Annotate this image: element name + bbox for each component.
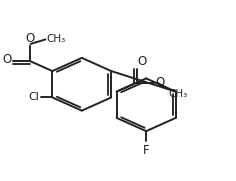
Text: CH₃: CH₃ — [46, 34, 65, 45]
Text: Cl: Cl — [28, 92, 39, 102]
Text: O: O — [138, 55, 147, 68]
Text: O: O — [26, 32, 35, 45]
Text: O: O — [155, 76, 164, 89]
Text: O: O — [3, 53, 12, 66]
Text: F: F — [143, 144, 149, 157]
Text: CH₃: CH₃ — [169, 89, 188, 99]
